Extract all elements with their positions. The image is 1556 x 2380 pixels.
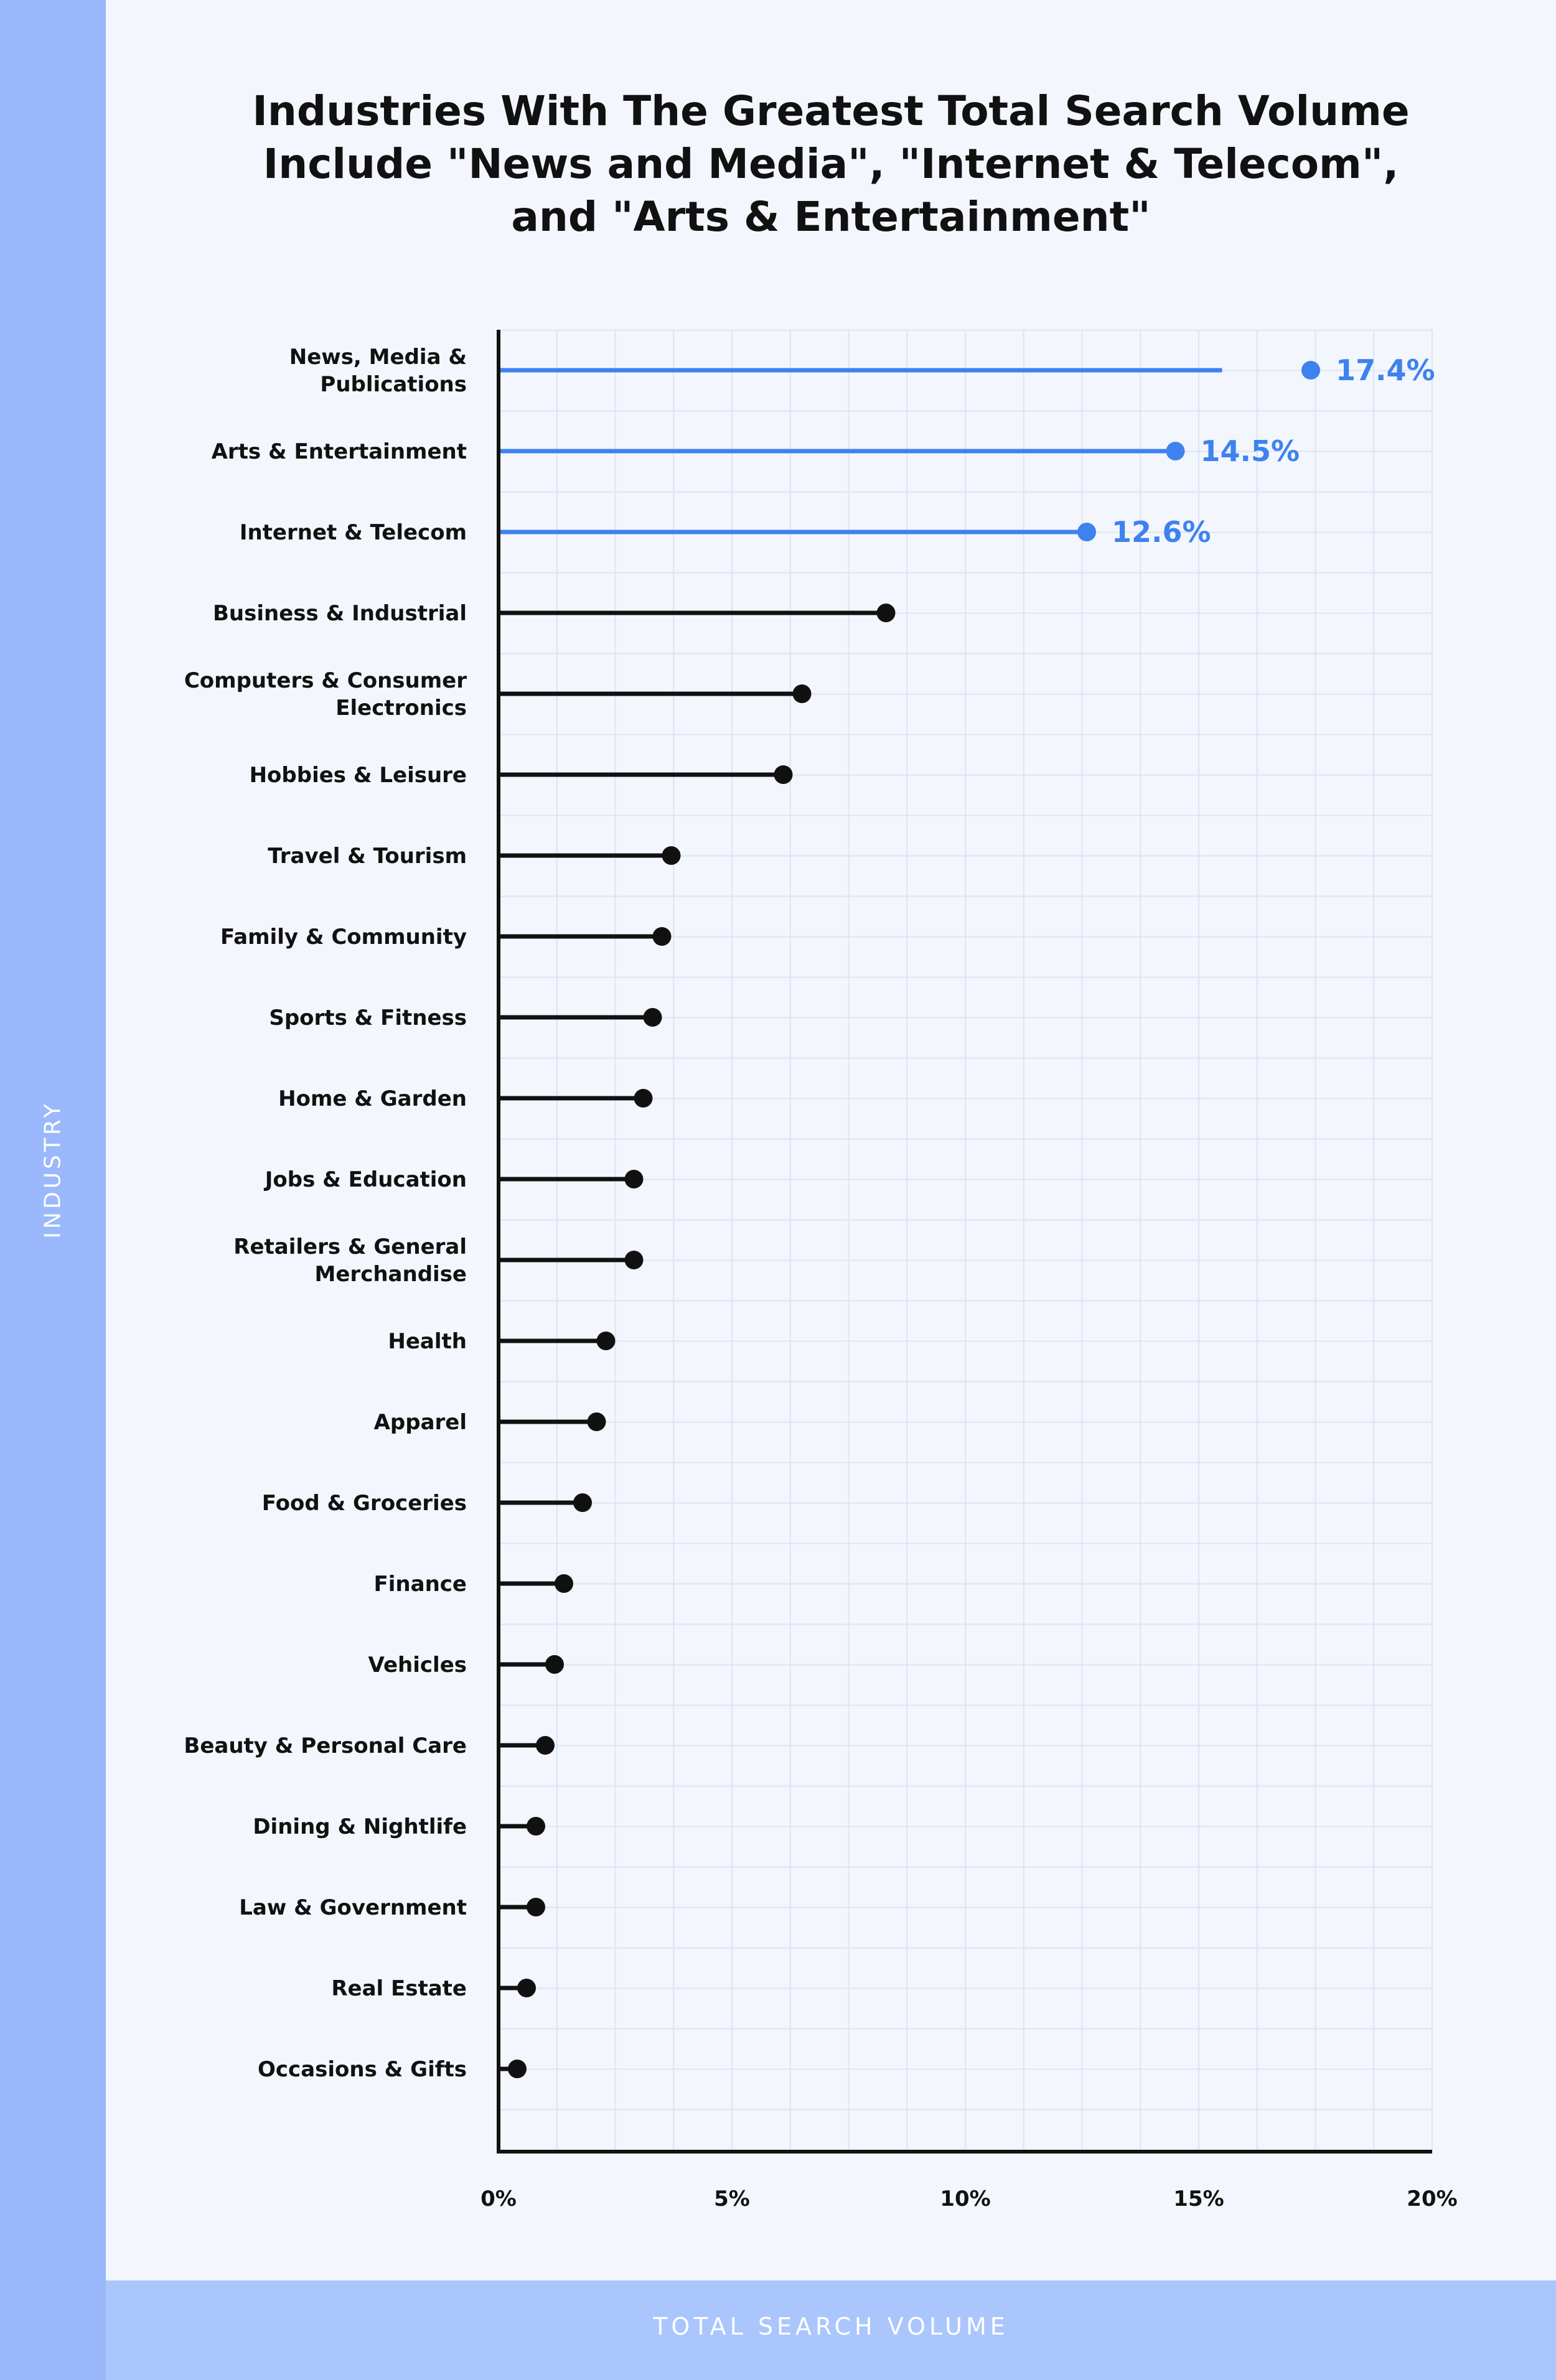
chart-title-line: Include "News and Media", "Internet & Te… bbox=[263, 140, 1399, 188]
category-label: Jobs & Education bbox=[264, 1167, 467, 1192]
x-axis-band: TOTAL SEARCH VOLUME bbox=[106, 2280, 1556, 2380]
lollipop-point bbox=[876, 604, 896, 622]
lollipop-point bbox=[508, 2060, 527, 2078]
category-label: Business & Industrial bbox=[213, 601, 467, 626]
value-label: 14.5% bbox=[1201, 434, 1300, 468]
value-label: 12.6% bbox=[1112, 515, 1211, 549]
category-label: Food & Groceries bbox=[262, 1491, 467, 1516]
lollipop-point bbox=[596, 1332, 616, 1350]
category-label: Computers & Consumer Electronics bbox=[184, 668, 467, 721]
lollipop-point bbox=[792, 684, 812, 703]
category-label: News, Media & Publications bbox=[289, 345, 467, 397]
lollipop-point bbox=[1166, 442, 1185, 460]
x-tick-label: 5% bbox=[714, 2186, 750, 2211]
category-label: Internet & Telecom bbox=[240, 520, 467, 545]
lollipop-point bbox=[555, 1574, 573, 1593]
category-label: Family & Community bbox=[220, 925, 467, 950]
category-label: Hobbies & Leisure bbox=[250, 763, 467, 788]
lollipop-point bbox=[1077, 523, 1096, 541]
category-label: Travel & Tourism bbox=[268, 844, 467, 869]
category-label: Home & Garden bbox=[278, 1086, 467, 1111]
lollipop-point bbox=[652, 927, 672, 946]
lollipop-point bbox=[634, 1089, 653, 1108]
lollipop-point bbox=[662, 846, 681, 865]
category-label: Vehicles bbox=[368, 1653, 467, 1678]
lollipop-point bbox=[527, 1898, 545, 1916]
lollipop-point bbox=[587, 1412, 606, 1431]
category-label: Occasions & Gifts bbox=[258, 2057, 467, 2082]
category-label: Finance bbox=[374, 1572, 467, 1597]
lollipop-point bbox=[536, 1736, 555, 1755]
x-tick-label: 20% bbox=[1407, 2186, 1457, 2211]
category-label: Health bbox=[388, 1329, 467, 1354]
x-axis-title: TOTAL SEARCH VOLUME bbox=[653, 2313, 1009, 2340]
lollipop-point bbox=[624, 1170, 644, 1188]
category-label: Law & Government bbox=[239, 1895, 467, 1920]
category-label: Arts & Entertainment bbox=[212, 439, 467, 464]
value-label: 17.4% bbox=[1336, 353, 1435, 387]
category-label: Sports & Fitness bbox=[269, 1006, 467, 1030]
lollipop-point bbox=[774, 765, 793, 784]
lollipop-point bbox=[545, 1655, 564, 1674]
chart-title: Industries With The Greatest Total Searc… bbox=[156, 85, 1506, 243]
lollipop-point bbox=[1301, 361, 1320, 380]
x-tick-label: 10% bbox=[940, 2186, 990, 2211]
lollipop-point bbox=[527, 1817, 545, 1836]
category-label: Retailers & General Merchandise bbox=[233, 1234, 467, 1287]
lollipop-point bbox=[624, 1251, 644, 1269]
lollipop-point bbox=[517, 1979, 536, 1997]
chart-title-line: and "Arts & Entertainment" bbox=[511, 193, 1151, 241]
category-label: Apparel bbox=[374, 1410, 467, 1435]
category-label: Real Estate bbox=[331, 1976, 467, 2001]
lollipop-chart: News, Media & Publications 17.4% Arts & Ent… bbox=[184, 329, 1458, 2211]
category-label: Dining & Nightlife bbox=[253, 1814, 467, 1839]
x-tick-label: 0% bbox=[480, 2186, 517, 2211]
x-tick-label: 15% bbox=[1173, 2186, 1224, 2211]
lollipop-point bbox=[643, 1008, 662, 1027]
category-label: Beauty & Personal Care bbox=[184, 1734, 467, 1758]
lollipop-point bbox=[573, 1493, 592, 1512]
y-axis-band: INDUSTRY bbox=[0, 0, 106, 2380]
chart-title-line: Industries With The Greatest Total Searc… bbox=[252, 87, 1410, 135]
